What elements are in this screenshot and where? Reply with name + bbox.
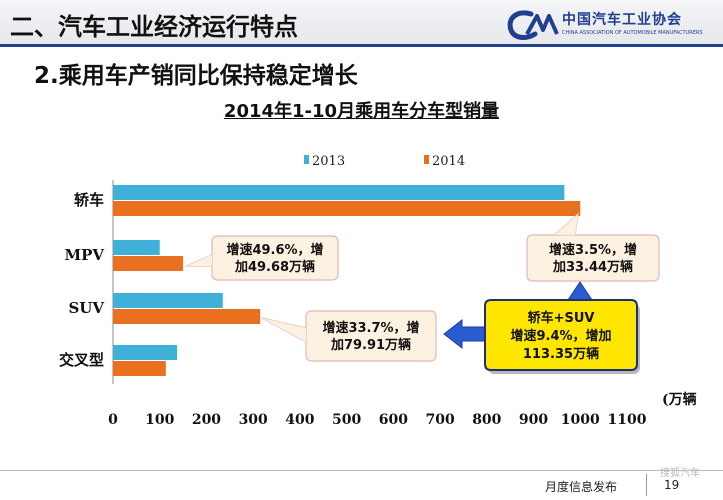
bar-轿车-2014 — [113, 201, 581, 216]
callout-box-sedan — [526, 234, 660, 282]
callout-text-sedan: 加33.44万辆 — [552, 259, 633, 275]
bar-MPV-2013 — [113, 240, 160, 255]
callout-text-sedan_suv: 增速9.4%，增加 — [510, 328, 611, 344]
logo-subtitle: CHINA ASSOCIATION OF AUTOMOBILE MANUFACT… — [562, 30, 703, 36]
legend-swatch-2014 — [424, 155, 429, 164]
bar-交叉型-2014 — [113, 361, 166, 376]
callout-box-sedan_suv — [484, 299, 638, 371]
x-tick-label: 900 — [519, 412, 548, 428]
x-tick-label: 400 — [285, 412, 314, 428]
bar-SUV-2013 — [113, 293, 223, 308]
category-label-0: 轿车 — [74, 191, 104, 209]
header-divider — [0, 44, 723, 47]
category-label-3: 交叉型 — [59, 351, 104, 369]
x-tick-label: 300 — [239, 412, 268, 428]
callout-text-sedan_suv: 轿车+SUV — [528, 310, 595, 326]
footer-divider — [0, 470, 723, 471]
page-number: 19 — [664, 478, 680, 492]
legend-label-2014: 2014 — [432, 154, 465, 169]
logo-name: 中国汽车工业协会 — [562, 12, 682, 28]
bar-MPV-2014 — [113, 256, 184, 271]
section-title: 二、汽车工业经济运行特点 — [10, 13, 298, 41]
legend-label-2013: 2013 — [312, 154, 345, 169]
bar-轿车-2013 — [113, 185, 565, 200]
x-tick-label: 500 — [332, 412, 361, 428]
callout-tail-fill-suv — [262, 318, 306, 342]
x-tick-label: 600 — [379, 412, 408, 428]
left-arrow — [443, 318, 489, 350]
x-tick-label: 200 — [192, 412, 221, 428]
callout-text-sedan: 增速3.5%，增 — [549, 242, 637, 258]
bar-SUV-2014 — [113, 309, 261, 324]
x-tick-label: 1000 — [561, 412, 600, 428]
callout-text-suv: 加79.91万辆 — [330, 337, 411, 353]
x-tick-label: 0 — [108, 412, 118, 428]
callout-text-suv: 增速33.7%，增 — [322, 320, 419, 336]
category-label-2: SUV — [68, 299, 104, 317]
watermark: 搜狐汽车 — [660, 468, 700, 479]
bar-交叉型-2013 — [113, 345, 178, 360]
bar-chart: 2013 2014 轿车 MPV SUV 交叉型 0 100 200 300 400 500 600 70… — [59, 154, 697, 428]
caam-logo: 中国汽车工业协会 CHINA ASSOCIATION OF AUTOMOBILE… — [505, 8, 705, 42]
chart-title: 2014年1-10月乘用车分车型销量 — [223, 101, 500, 122]
x-axis-unit: (万辆 — [662, 391, 697, 408]
chart-title-wrap: 2014年1-10月乘用车分车型销量 — [0, 97, 723, 123]
x-tick-label: 1100 — [608, 412, 647, 428]
footer-label: 月度信息发布 — [545, 480, 618, 494]
callout-tail-fill-mpv — [186, 255, 212, 266]
x-tick-label: 700 — [425, 412, 454, 428]
callout-text-mpv: 增速49.6%，增 — [226, 242, 323, 258]
caam-logo-icon — [507, 10, 559, 40]
category-label-1: MPV — [64, 246, 104, 264]
x-tick-label: 800 — [472, 412, 501, 428]
callout-text-mpv: 加49.68万辆 — [234, 259, 315, 275]
x-tick-label: 100 — [145, 412, 174, 428]
slide-subtitle: 2.乘用车产销同比保持稳定增长 — [34, 63, 358, 89]
footer-separator — [646, 474, 647, 496]
callout-box-suv — [305, 310, 437, 362]
header-bar — [0, 0, 723, 44]
callout-box-mpv — [211, 235, 339, 281]
legend-swatch-2013 — [304, 155, 309, 164]
callout-tail-fill-sedan — [555, 214, 578, 235]
callout-text-sedan_suv: 113.35万辆 — [523, 346, 599, 362]
